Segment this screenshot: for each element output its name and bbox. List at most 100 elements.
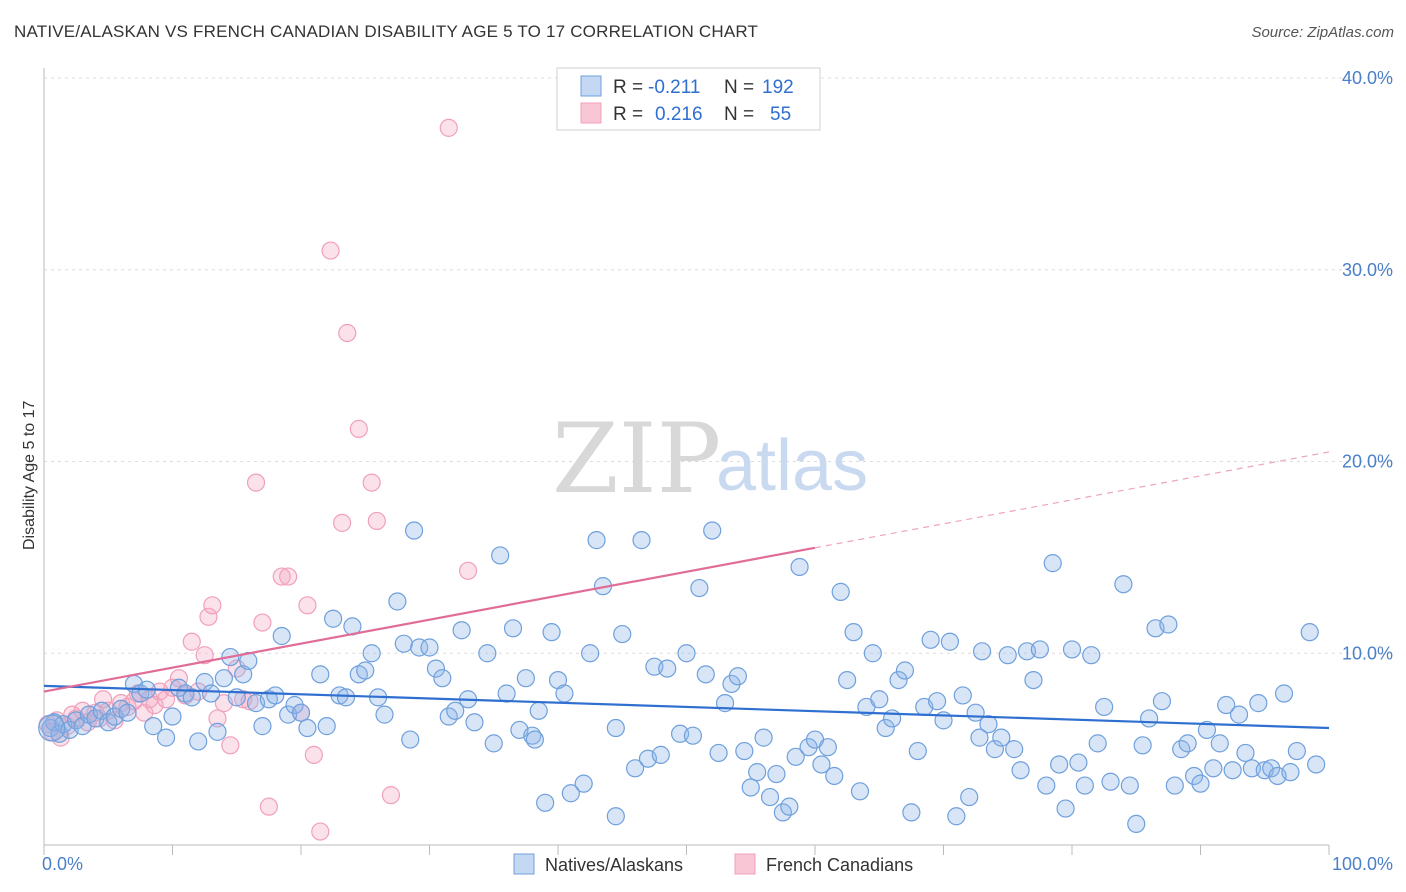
point-native-alaskan xyxy=(356,661,375,680)
point-native-alaskan xyxy=(1139,709,1159,728)
point-native-alaskan xyxy=(677,644,696,663)
point-native-alaskan xyxy=(921,630,940,649)
point-native-alaskan xyxy=(985,740,1005,759)
x-tick-labels: 0.0% 100.0% xyxy=(42,854,1393,874)
point-native-alaskan xyxy=(555,684,574,703)
point-native-alaskan xyxy=(452,621,471,640)
point-native-alaskan xyxy=(683,726,703,745)
point-french-canadian xyxy=(279,567,298,586)
point-french-canadian xyxy=(94,690,113,709)
point-native-alaskan xyxy=(1191,774,1210,793)
point-native-alaskan xyxy=(970,728,989,747)
legend-r-label: R = xyxy=(613,104,643,125)
point-native-alaskan xyxy=(144,717,163,736)
trend-line-french xyxy=(43,546,816,693)
point-native-alaskan xyxy=(1159,615,1178,634)
point-native-alaskan xyxy=(375,705,394,724)
point-native-alaskan xyxy=(1274,684,1294,703)
point-native-alaskan xyxy=(484,734,503,753)
point-native-alaskan xyxy=(388,592,407,611)
y-tick-labels: 10.0% 20.0% 30.0% 40.0% xyxy=(1342,68,1393,663)
point-native-alaskan xyxy=(992,728,1011,747)
point-native-alaskan xyxy=(1043,554,1062,573)
point-french-canadian xyxy=(349,419,368,439)
point-native-alaskan xyxy=(1095,697,1114,717)
point-native-alaskan xyxy=(1307,755,1326,774)
point-native-alaskan xyxy=(1287,741,1306,761)
x-tick-label: 0.0% xyxy=(42,854,83,874)
point-native-alaskan xyxy=(780,797,799,816)
point-native-alaskan xyxy=(465,713,484,732)
point-native-alaskan xyxy=(298,718,317,738)
point-french-canadian xyxy=(208,709,227,728)
point-native-alaskan xyxy=(748,763,767,782)
point-native-alaskan xyxy=(1120,776,1139,795)
point-native-alaskan xyxy=(844,623,863,642)
point-native-alaskan xyxy=(182,688,201,707)
series-legend: Natives/Alaskans French Canadians xyxy=(513,853,913,875)
point-native-alaskan xyxy=(760,787,780,807)
point-native-alaskan xyxy=(156,728,176,747)
point-native-alaskan xyxy=(574,774,593,793)
legend-r-label: R = xyxy=(613,77,643,98)
point-native-alaskan xyxy=(1037,776,1056,795)
point-native-alaskan xyxy=(696,665,715,684)
point-native-alaskan xyxy=(690,578,709,598)
point-native-alaskan xyxy=(1133,736,1152,755)
point-native-alaskan xyxy=(703,521,722,540)
watermark-zip: ZIP xyxy=(552,403,721,515)
point-native-alaskan xyxy=(831,582,850,601)
point-native-alaskan xyxy=(503,619,523,638)
point-native-alaskan xyxy=(1223,761,1242,780)
point-native-alaskan xyxy=(786,747,805,766)
point-native-alaskan xyxy=(902,803,921,822)
point-native-alaskan xyxy=(895,661,915,680)
point-french-canadian xyxy=(298,596,317,615)
point-native-alaskan xyxy=(410,638,429,657)
point-native-alaskan xyxy=(214,669,233,688)
point-native-alaskan xyxy=(651,745,670,764)
point-french-canadian xyxy=(203,596,222,615)
point-native-alaskan xyxy=(838,670,857,690)
point-native-alaskan xyxy=(561,784,580,803)
point-native-alaskan xyxy=(266,686,285,705)
point-native-alaskan xyxy=(1088,734,1107,753)
point-native-alaskan xyxy=(927,692,947,711)
point-native-alaskan xyxy=(50,724,69,743)
y-tick-label: 10.0% xyxy=(1342,643,1393,663)
point-native-alaskan xyxy=(850,782,870,801)
point-native-alaskan xyxy=(790,557,809,577)
point-french-canadian xyxy=(311,822,330,841)
point-native-alaskan xyxy=(420,638,439,657)
point-native-alaskan xyxy=(1204,759,1223,778)
legend-n-label: N = xyxy=(724,77,754,98)
legend-natives-label: Natives/Alaskans xyxy=(545,855,683,875)
chart-title: NATIVE/ALASKAN VS FRENCH CANADIAN DISABI… xyxy=(14,22,759,41)
axes xyxy=(43,68,1330,855)
point-native-alaskan xyxy=(998,646,1017,665)
point-native-alaskan xyxy=(709,743,728,763)
point-native-alaskan xyxy=(876,718,895,738)
legend-swatch-french xyxy=(734,853,756,875)
point-native-alaskan xyxy=(632,531,651,550)
point-native-alaskan xyxy=(394,634,413,653)
point-french-canadian xyxy=(321,241,340,260)
point-native-alaskan xyxy=(1210,734,1229,753)
point-native-alaskan xyxy=(201,684,221,703)
point-native-alaskan xyxy=(960,787,979,807)
point-native-alaskan xyxy=(754,728,773,747)
point-native-alaskan xyxy=(272,626,291,646)
point-native-alaskan xyxy=(1152,692,1172,711)
point-native-alaskan xyxy=(863,644,882,663)
point-native-alaskan xyxy=(536,793,555,812)
point-native-alaskan xyxy=(542,623,561,642)
point-french-canadian xyxy=(272,567,291,586)
point-native-alaskan xyxy=(1127,814,1146,834)
point-native-alaskan xyxy=(1178,734,1197,753)
point-native-alaskan xyxy=(404,521,424,540)
point-french-canadian xyxy=(145,695,164,715)
point-native-alaskan xyxy=(336,688,356,707)
point-native-alaskan xyxy=(767,764,786,784)
point-native-alaskan xyxy=(324,609,343,628)
